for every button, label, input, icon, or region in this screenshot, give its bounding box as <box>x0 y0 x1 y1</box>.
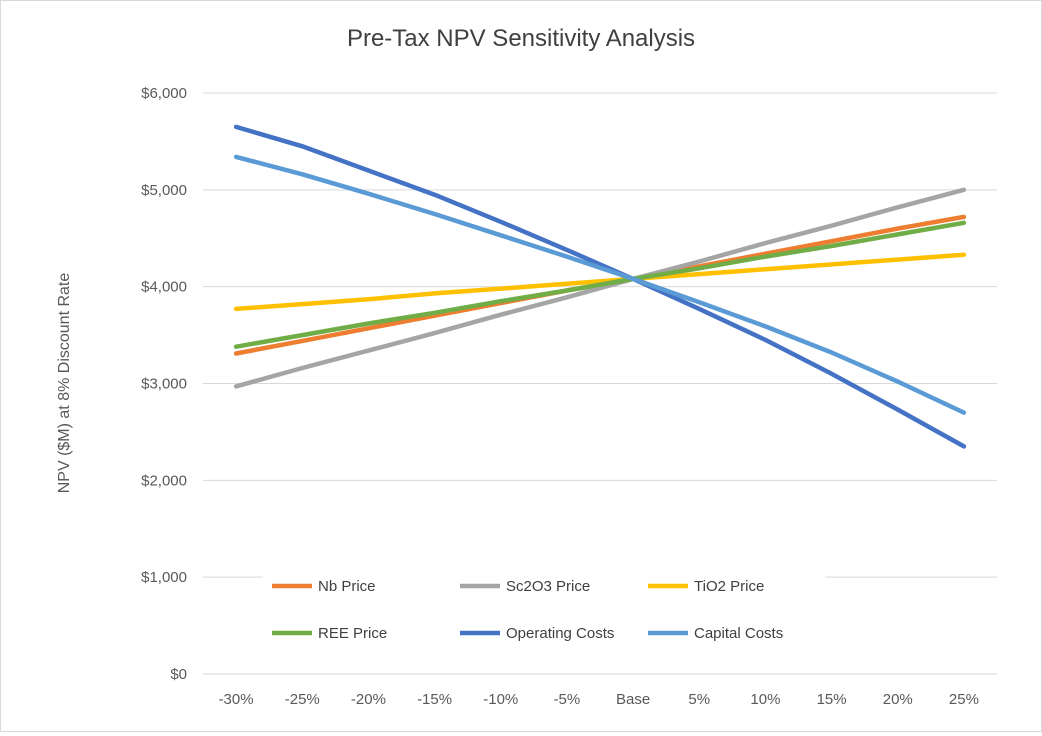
x-tick-label: 5% <box>688 691 710 708</box>
series-lines <box>233 124 967 449</box>
chart-title: Pre-Tax NPV Sensitivity Analysis <box>347 25 695 52</box>
x-tick-label: -30% <box>219 691 254 708</box>
legend-label: Nb Price <box>318 578 376 595</box>
y-axis-title: NPV ($M) at 8% Discount Rate <box>56 273 73 494</box>
series-line-1 <box>233 187 967 389</box>
series-line-3 <box>233 220 967 349</box>
x-tick-label: 25% <box>949 691 979 708</box>
y-axis-ticks: $0 $1,000 $2,000 $3,000 $4,000 $5,000 $6,000 <box>141 85 187 683</box>
y-tick-label: $3,000 <box>141 376 187 393</box>
series-line-2 <box>233 252 967 312</box>
x-tick-label: -25% <box>285 691 320 708</box>
x-tick-label: -10% <box>483 691 518 708</box>
x-tick-label: -15% <box>417 691 452 708</box>
legend-label: TiO2 Price <box>694 578 764 595</box>
y-tick-label: $1,000 <box>141 569 187 586</box>
x-tick-label: 20% <box>883 691 913 708</box>
series-line-4 <box>233 124 967 449</box>
x-tick-label: Base <box>616 691 650 708</box>
x-tick-label: -5% <box>554 691 581 708</box>
x-tick-label: 10% <box>750 691 780 708</box>
y-tick-label: $0 <box>170 666 187 683</box>
legend: Nb Price Sc2O3 Price TiO2 Price REE Price Op… <box>263 563 825 655</box>
legend-label: Operating Costs <box>506 625 614 642</box>
x-tick-label: -20% <box>351 691 386 708</box>
legend-label: REE Price <box>318 625 387 642</box>
y-tick-label: $5,000 <box>141 182 187 199</box>
y-tick-label: $6,000 <box>141 85 187 102</box>
x-axis-ticks: -30% -25% -20% -15% -10% -5% Base 5% 10% 15% 20% 25… <box>219 691 979 708</box>
x-tick-label: 15% <box>817 691 847 708</box>
y-tick-label: $2,000 <box>141 472 187 489</box>
legend-label: Capital Costs <box>694 625 783 642</box>
legend-box <box>263 563 825 655</box>
y-tick-label: $4,000 <box>141 279 187 296</box>
series-line-5 <box>233 154 967 415</box>
legend-label: Sc2O3 Price <box>506 578 590 595</box>
